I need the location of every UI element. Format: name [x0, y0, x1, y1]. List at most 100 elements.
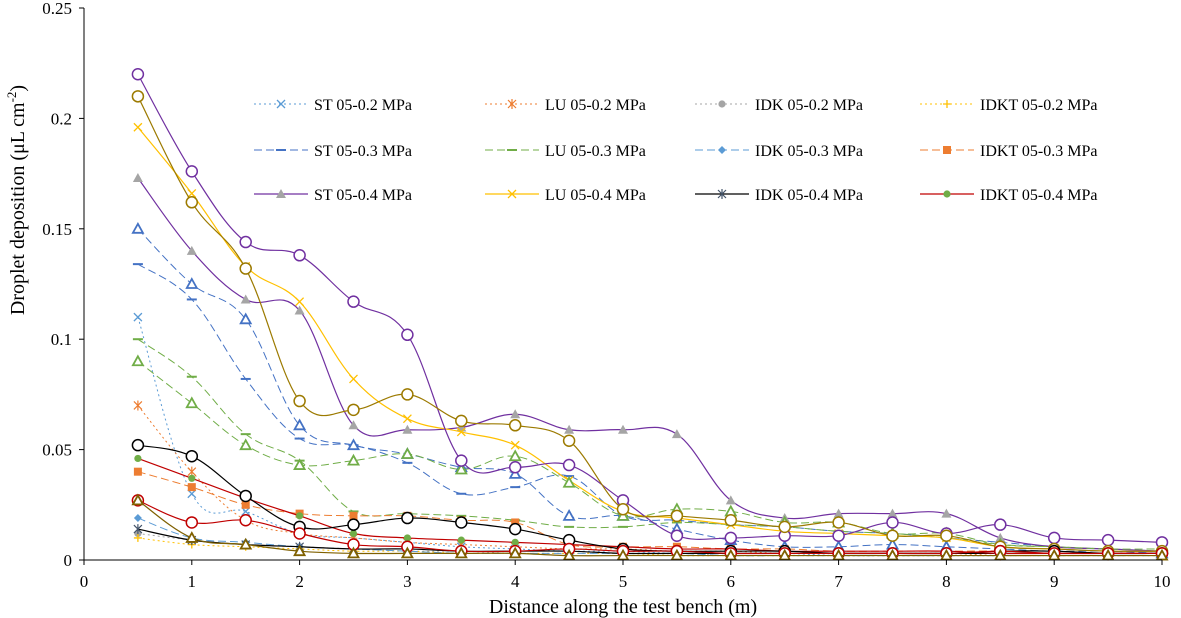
data-point-st-05-0-4-mpa-hollow-circle-6: [455, 454, 468, 467]
data-point-idk-05-0-4-mpa-hollow-circle-6: [455, 516, 468, 529]
data-point-hollow-triangle-dark-series-4: [346, 546, 361, 559]
data-point-idkt-05-0-4-mpa-1: [188, 474, 196, 482]
data-point-st-05-0-4-mpa-0: [132, 173, 143, 183]
data-point-st-05-0-3-mpa-hollow-triangle-8: [562, 508, 576, 521]
y-tick-label-4: 0.2: [51, 109, 72, 128]
data-point-lu-05-0-3-mpa-hollow-triangle-7: [508, 449, 522, 462]
data-point-lu-05-0-4-mpa-0: [133, 122, 143, 132]
data-point-lu-05-0-4-mpa-4: [349, 374, 358, 384]
data-point-idkt-05-0-4-mpa-6: [457, 536, 465, 544]
legend-label: ST 05-0.2 MPa: [314, 97, 412, 114]
data-point-lu-05-0-3-mpa-hollow-triangle-5: [400, 447, 414, 459]
legend-swatch-marker: [943, 190, 951, 198]
data-point-hollow-triangle-dark-series-5: [400, 546, 414, 559]
data-point-st-05-0-4-mpa-hollow-circle-5: [401, 328, 414, 342]
data-point-lu-05-0-4-mpa-hollow-circle-4: [347, 403, 360, 417]
data-point-hollow-triangle-dark-series-7: [508, 546, 522, 559]
data-point-st-05-0-3-mpa-hollow-triangle-4: [346, 438, 361, 451]
legend-swatch-marker: [276, 189, 286, 198]
legend-label: IDKT 05-0.2 MPa: [980, 97, 1097, 114]
series-lu-05-0-3-mpa: [132, 338, 1167, 553]
legend-entry-st-05-0-2-mpa: ST 05-0.2 MPa: [254, 97, 412, 114]
x-tick-label-4: 4: [511, 572, 520, 591]
series-line-st-05-0-3-mpa-hollow-triangle: [137, 228, 1163, 554]
data-point-lu-05-0-4-mpa-6: [456, 427, 466, 437]
data-point-st-05-0-4-mpa-hollow-circle-2: [239, 235, 252, 249]
legend-entry-idk-05-0-2-mpa: IDK 05-0.2 MPa: [695, 97, 863, 114]
legend: ST 05-0.2 MPa LU 05-0.2 MPa IDK 05-0.2 MPa…: [254, 97, 1097, 204]
legend-swatch-marker: [718, 100, 726, 108]
x-tick-label-9: 9: [1050, 572, 1059, 591]
data-point-lu-05-0-3-mpa-hollow-triangle-3: [293, 458, 307, 470]
series-line-lu-05-0-3-mpa: [137, 338, 1163, 552]
data-point-st-05-0-3-mpa-hollow-triangle-1: [185, 277, 199, 289]
data-point-lu-05-0-3-mpa-hollow-triangle-8: [562, 475, 576, 488]
data-point-hollow-triangle-dark-series-0: [131, 493, 145, 506]
data-point-idkt-05-0-2-mpa-0: [133, 533, 142, 542]
legend-label: ST 05-0.4 MPa: [314, 187, 412, 204]
legend-entry-st-05-0-4-mpa: ST 05-0.4 MPa: [254, 187, 412, 204]
data-point-st-05-0-4-mpa-14: [887, 508, 898, 518]
series-lu-05-0-3-mpa-hollow-triangle: [131, 354, 1169, 554]
data-point-st-05-0-4-mpa-hollow-circle-18: [1101, 533, 1115, 547]
legend-label: LU 05-0.2 MPa: [545, 97, 646, 114]
data-point-lu-05-0-4-mpa-hollow-circle-11: [724, 514, 738, 527]
data-point-lu-05-0-4-mpa-hollow-circle-1: [185, 196, 199, 209]
legend-label: IDK 05-0.2 MPa: [755, 97, 863, 114]
legend-label: IDK 05-0.4 MPa: [755, 187, 863, 204]
series-st-05-0-4-mpa: [132, 173, 1167, 556]
data-point-st-05-0-4-mpa-hollow-circle-10: [670, 529, 684, 542]
data-point-lu-05-0-3-mpa-hollow-triangle-1: [185, 396, 199, 409]
legend-label: LU 05-0.4 MPa: [545, 187, 646, 204]
data-point-idkt-05-0-4-mpa-5: [403, 534, 411, 542]
series-line-st-05-0-3-mpa: [137, 263, 1163, 552]
legend-swatch-marker: [717, 189, 727, 199]
data-point-st-05-0-4-mpa-hollow-circle-13: [832, 529, 845, 542]
y-tick-label-1: 0.05: [42, 441, 72, 460]
series-line-lu-05-0-2-mpa: [137, 405, 1163, 557]
data-point-lu-05-0-4-mpa-hollow-circle-13: [832, 516, 845, 529]
data-point-st-05-0-4-mpa-hollow-circle-14: [886, 516, 899, 529]
data-point-lu-05-0-3-mpa-hollow-triangle-2: [239, 438, 253, 451]
data-point-idk-05-0-4-mpa-hollow-circle-1: [185, 449, 199, 463]
data-point-idkt-05-0-4-mpa-hollow-circle-1: [185, 516, 199, 529]
data-point-lu-05-0-4-mpa-hollow-circle-8: [562, 434, 576, 448]
data-point-st-05-0-4-mpa-hollow-circle-8: [562, 458, 576, 472]
data-point-st-05-0-4-mpa-hollow-circle-0: [131, 67, 145, 81]
data-point-idkt-05-0-4-mpa-7: [511, 538, 519, 546]
data-point-lu-05-0-4-mpa-5: [402, 414, 412, 424]
legend-entry-idk-05-0-3-mpa: IDK 05-0.3 MPa: [695, 143, 863, 160]
x-tick-label-0: 0: [80, 572, 89, 591]
data-point-lu-05-0-4-mpa-hollow-circle-10: [670, 509, 684, 523]
data-point-st-05-0-3-mpa-hollow-triangle-0: [131, 221, 145, 234]
axes: [83, 8, 1162, 561]
data-point-st-05-0-4-mpa-10: [671, 429, 682, 439]
data-point-st-05-0-4-mpa-3: [294, 305, 305, 315]
data-point-idkt-05-0-3-mpa-1: [187, 483, 196, 492]
data-point-hollow-triangle-dark-series-1: [185, 531, 199, 543]
data-point-idkt-05-0-3-mpa-2: [241, 500, 250, 509]
data-point-lu-05-0-4-mpa-7: [510, 440, 520, 450]
legend-swatch-marker: [943, 100, 951, 108]
data-point-lu-05-0-4-mpa-hollow-circle-5: [401, 388, 414, 401]
x-tick-label-8: 8: [942, 572, 951, 591]
tick-labels: 0 1 2 3 4 5 6 7 8 9 10 0 0.05 0.1 0.15 0.2 0.25: [42, 0, 1170, 591]
data-point-st-05-0-4-mpa-hollow-circle-1: [185, 165, 199, 178]
series-st-05-0-4-mpa-hollow-circle: [131, 67, 1169, 549]
data-point-lu-05-0-4-mpa-hollow-circle-2: [239, 262, 252, 275]
legend-entry-idk-05-0-4-mpa: IDK 05-0.4 MPa: [695, 187, 863, 204]
data-point-idk-05-0-4-mpa-hollow-circle-5: [401, 511, 414, 525]
data-point-st-05-0-4-mpa-15: [941, 508, 952, 518]
data-point-st-05-0-4-mpa-hollow-circle-4: [347, 295, 360, 308]
series-lu-05-0-2-mpa: [133, 400, 1167, 561]
legend-entry-idkt-05-0-4-mpa: IDKT 05-0.4 MPa: [920, 187, 1097, 204]
series-line-lu-05-0-4-mpa-hollow-circle: [137, 96, 1163, 552]
x-tick-label-2: 2: [295, 572, 304, 591]
data-point-lu-05-0-4-mpa-hollow-circle-14: [886, 529, 899, 542]
legend-swatch-marker: [507, 99, 517, 109]
series-idk-05-0-2-mpa: [134, 529, 1166, 560]
data-point-st-05-0-4-mpa-9: [618, 424, 628, 434]
data-point-lu-05-0-4-mpa-hollow-circle-6: [455, 414, 468, 428]
data-point-idkt-05-0-4-mpa-0: [134, 454, 142, 463]
